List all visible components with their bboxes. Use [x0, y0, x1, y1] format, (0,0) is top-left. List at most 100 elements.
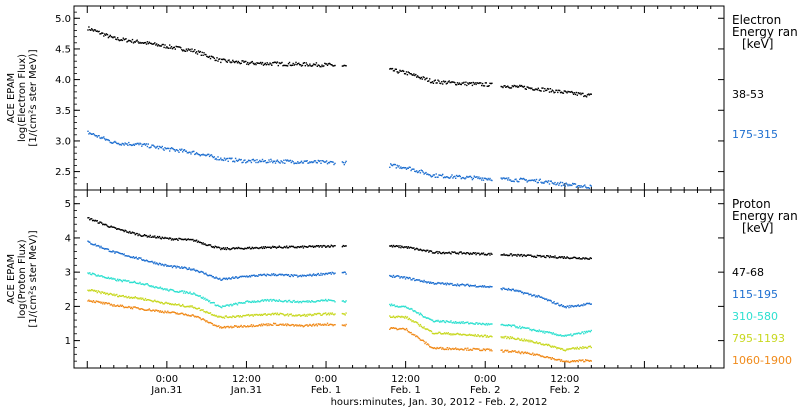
data-point	[196, 308, 199, 310]
data-point	[489, 349, 491, 352]
data-point	[275, 324, 278, 326]
data-point	[555, 89, 557, 91]
data-point	[510, 325, 513, 328]
data-point	[421, 280, 423, 282]
data-point	[474, 284, 476, 286]
data-point	[506, 288, 508, 291]
data-point	[98, 245, 100, 247]
data-point	[582, 331, 584, 333]
data-point	[342, 300, 344, 302]
data-point	[216, 57, 218, 59]
data-point	[473, 335, 475, 337]
data-point	[574, 256, 577, 259]
data-point	[269, 246, 271, 248]
data-point	[132, 306, 135, 308]
data-point	[242, 161, 244, 163]
data-point	[183, 306, 186, 308]
data-point	[293, 162, 295, 165]
data-point	[477, 334, 479, 336]
data-point	[95, 220, 97, 222]
data-point	[465, 81, 467, 83]
data-point	[329, 246, 331, 248]
data-point	[300, 315, 303, 317]
data-point	[421, 326, 423, 329]
data-point	[268, 300, 270, 302]
data-point	[443, 348, 446, 351]
data-point	[151, 286, 153, 288]
data-point	[244, 275, 246, 277]
data-point	[504, 288, 506, 290]
data-point	[195, 52, 197, 54]
data-point	[449, 333, 451, 335]
data-point	[506, 177, 508, 179]
data-point	[413, 321, 415, 323]
data-point	[233, 315, 235, 318]
data-point	[397, 315, 399, 317]
data-point	[418, 337, 421, 340]
data-point	[308, 162, 310, 164]
data-point	[568, 91, 570, 93]
data-point	[274, 61, 277, 63]
data-point	[439, 82, 441, 84]
data-point	[407, 167, 409, 169]
data-point	[437, 332, 439, 334]
data-point	[455, 321, 457, 323]
data-point	[546, 255, 549, 257]
data-point	[508, 289, 511, 291]
data-point	[155, 147, 157, 149]
data-point	[170, 289, 173, 291]
data-point	[275, 62, 278, 64]
data-point	[195, 239, 198, 241]
data-point	[120, 253, 123, 255]
data-point	[243, 302, 245, 304]
data-point	[253, 313, 255, 316]
data-point	[545, 343, 547, 346]
data-point	[393, 70, 396, 72]
data-point	[240, 302, 242, 304]
data-point	[300, 301, 303, 304]
data-point	[483, 334, 486, 336]
data-point	[240, 324, 242, 327]
data-point	[103, 247, 105, 250]
data-point	[472, 177, 474, 180]
data-point	[92, 300, 95, 302]
data-point	[212, 324, 214, 326]
data-point	[524, 351, 526, 353]
data-point	[132, 143, 135, 146]
data-point	[436, 282, 438, 285]
data-point	[323, 324, 325, 326]
data-point	[403, 167, 406, 169]
data-point	[106, 277, 109, 279]
data-point	[87, 272, 89, 274]
data-point	[556, 257, 558, 259]
data-point	[100, 245, 102, 248]
data-point	[325, 324, 327, 326]
data-point	[254, 314, 256, 316]
data-point	[272, 245, 274, 248]
y-tick-label: 4	[65, 233, 71, 244]
data-point	[403, 316, 405, 318]
data-point	[223, 58, 226, 61]
data-point	[583, 185, 585, 187]
data-point	[200, 270, 202, 273]
data-point	[419, 248, 422, 250]
data-point	[91, 28, 93, 30]
data-point	[460, 284, 462, 286]
data-point	[463, 349, 465, 351]
data-point	[400, 276, 402, 278]
data-point	[420, 169, 422, 171]
data-point	[522, 177, 525, 180]
data-point	[403, 306, 406, 308]
data-point	[302, 247, 305, 249]
data-point	[103, 301, 105, 304]
data-point	[408, 247, 410, 249]
data-point	[324, 299, 326, 302]
data-point	[504, 254, 506, 256]
data-point	[430, 176, 433, 178]
data-point	[231, 327, 233, 329]
data-point	[486, 179, 488, 181]
data-point	[179, 313, 181, 315]
data-point	[503, 177, 505, 179]
data-point	[227, 277, 229, 280]
data-point	[189, 291, 191, 293]
